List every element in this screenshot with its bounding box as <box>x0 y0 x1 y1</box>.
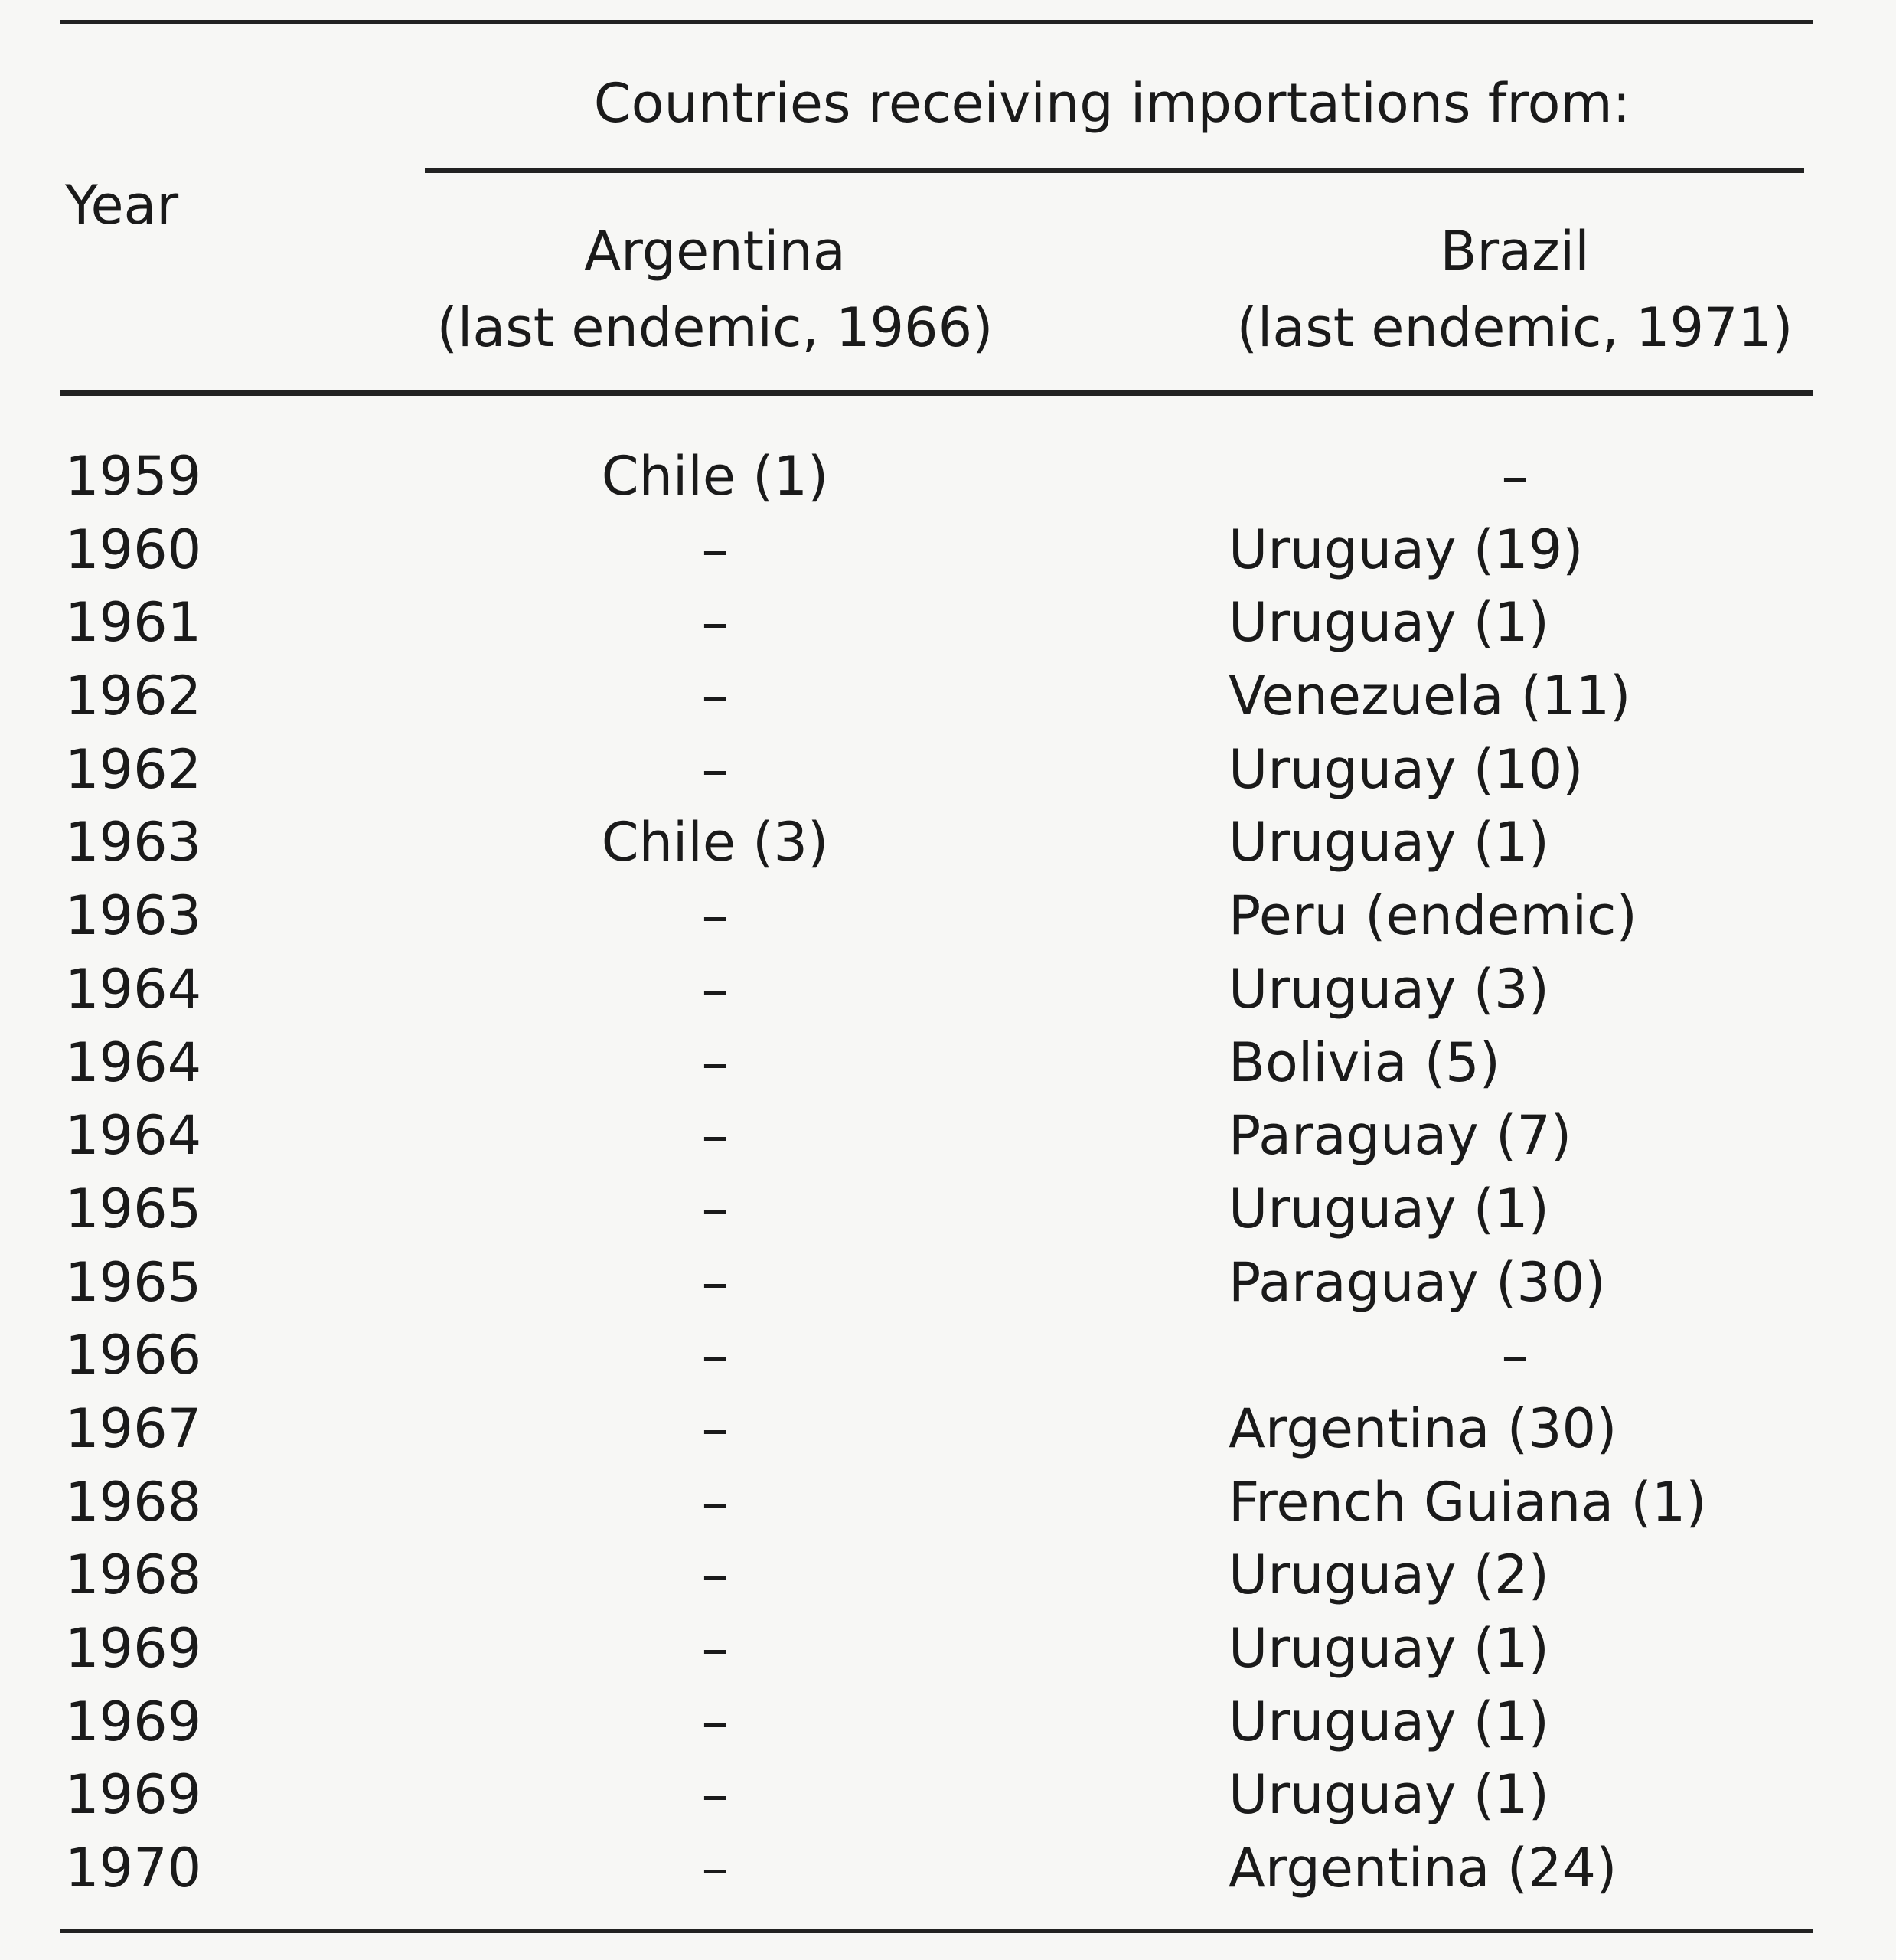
table-row: 1964 – Bolivia (5) <box>0 1027 1896 1100</box>
table-row: 1966 – – <box>0 1319 1896 1393</box>
argentina-cell: – <box>701 957 729 1021</box>
table-row: 1969 – Uruguay (1) <box>0 1759 1896 1832</box>
table-row: 1968 – French Guiana (1) <box>0 1466 1896 1540</box>
table-row: 1965 – Paraguay (30) <box>0 1246 1896 1320</box>
year-cell: 1968 <box>65 1544 202 1607</box>
brazil-cell: – <box>1501 1324 1529 1387</box>
argentina-cell: – <box>701 1104 729 1168</box>
argentina-cell: – <box>701 1837 729 1900</box>
table-row: 1964 – Uruguay (3) <box>0 953 1896 1027</box>
table-row: 1960 – Uruguay (19) <box>0 514 1896 587</box>
argentina-cell: – <box>701 1031 729 1094</box>
brazil-subheader: (last endemic, 1971) <box>1236 296 1793 359</box>
argentina-cell: – <box>701 1324 729 1387</box>
argentina-header: Argentina <box>584 220 846 283</box>
table-row: 1961 – Uruguay (1) <box>0 586 1896 660</box>
brazil-cell: Venezuela (11) <box>1229 665 1631 728</box>
argentina-cell: – <box>701 1250 729 1314</box>
brazil-cell: French Guiana (1) <box>1229 1470 1707 1534</box>
year-cell: 1961 <box>65 591 202 655</box>
argentina-cell: – <box>701 1470 729 1534</box>
argentina-subheader: (last endemic, 1966) <box>436 296 994 359</box>
argentina-cell: – <box>701 1763 729 1827</box>
table-row: 1970 – Argentina (24) <box>0 1832 1896 1906</box>
year-cell: 1959 <box>65 445 202 508</box>
year-cell: 1962 <box>65 665 202 728</box>
table-row: 1959 Chile (1) – <box>0 440 1896 514</box>
brazil-cell: Uruguay (1) <box>1229 591 1549 655</box>
year-cell: 1962 <box>65 737 202 801</box>
table-row: 1962 – Venezuela (11) <box>0 660 1896 733</box>
brazil-cell: Uruguay (3) <box>1229 957 1549 1021</box>
year-header: Year <box>65 174 179 237</box>
year-cell: 1969 <box>65 1617 202 1680</box>
group-rule <box>425 168 1804 173</box>
bottom-rule <box>60 1929 1813 1933</box>
year-cell: 1970 <box>65 1837 202 1900</box>
argentina-cell: – <box>701 737 729 801</box>
year-cell: 1964 <box>65 1104 202 1168</box>
brazil-cell: Uruguay (1) <box>1229 1763 1549 1827</box>
brazil-cell: Uruguay (2) <box>1229 1544 1549 1607</box>
brazil-cell: Paraguay (7) <box>1229 1104 1572 1168</box>
year-cell: 1965 <box>65 1177 202 1240</box>
argentina-cell: – <box>701 1617 729 1680</box>
brazil-cell: Argentina (30) <box>1229 1396 1617 1460</box>
year-cell: 1963 <box>65 884 202 948</box>
brazil-cell: Uruguay (19) <box>1229 518 1584 581</box>
header-rule <box>60 390 1813 396</box>
brazil-cell: – <box>1501 445 1529 508</box>
group-header: Countries receiving importations from: <box>593 72 1631 135</box>
argentina-cell: – <box>701 665 729 728</box>
argentina-cell: Chile (3) <box>601 811 829 874</box>
table-row: 1969 – Uruguay (1) <box>0 1686 1896 1759</box>
table-row: 1963 Chile (3) Uruguay (1) <box>0 806 1896 880</box>
table-row: 1962 – Uruguay (10) <box>0 733 1896 807</box>
table-row: 1967 – Argentina (30) <box>0 1393 1896 1466</box>
year-cell: 1965 <box>65 1250 202 1314</box>
brazil-cell: Argentina (24) <box>1229 1837 1617 1900</box>
year-cell: 1969 <box>65 1690 202 1753</box>
brazil-cell: Bolivia (5) <box>1229 1031 1500 1094</box>
argentina-cell: – <box>701 518 729 581</box>
argentina-cell: – <box>701 1177 729 1240</box>
year-cell: 1964 <box>65 957 202 1021</box>
argentina-cell: Chile (1) <box>601 445 829 508</box>
table-row: 1968 – Uruguay (2) <box>0 1539 1896 1612</box>
table-row: 1963 – Peru (endemic) <box>0 880 1896 953</box>
brazil-cell: Uruguay (1) <box>1229 1617 1549 1680</box>
year-cell: 1966 <box>65 1324 202 1387</box>
year-cell: 1964 <box>65 1031 202 1094</box>
brazil-cell: Uruguay (1) <box>1229 1177 1549 1240</box>
table-row: 1969 – Uruguay (1) <box>0 1612 1896 1686</box>
argentina-cell: – <box>701 884 729 948</box>
argentina-cell: – <box>701 1544 729 1607</box>
brazil-cell: Paraguay (30) <box>1229 1250 1606 1314</box>
brazil-cell: Peru (endemic) <box>1229 884 1637 948</box>
year-cell: 1967 <box>65 1396 202 1460</box>
year-cell: 1968 <box>65 1470 202 1534</box>
year-cell: 1963 <box>65 811 202 874</box>
table-body: 1959 Chile (1) – 1960 – Uruguay (19) 1961 – Urug… <box>0 440 1896 1906</box>
argentina-cell: – <box>701 1690 729 1753</box>
table-row: 1964 – Paraguay (7) <box>0 1099 1896 1173</box>
brazil-cell: Uruguay (1) <box>1229 1690 1549 1753</box>
brazil-cell: Uruguay (1) <box>1229 811 1549 874</box>
brazil-cell: Uruguay (10) <box>1229 737 1584 801</box>
table-row: 1965 – Uruguay (1) <box>0 1173 1896 1246</box>
argentina-cell: – <box>701 591 729 655</box>
year-cell: 1960 <box>65 518 202 581</box>
argentina-cell: – <box>701 1396 729 1460</box>
year-cell: 1969 <box>65 1763 202 1827</box>
brazil-header: Brazil <box>1440 220 1590 283</box>
top-rule <box>60 20 1813 24</box>
